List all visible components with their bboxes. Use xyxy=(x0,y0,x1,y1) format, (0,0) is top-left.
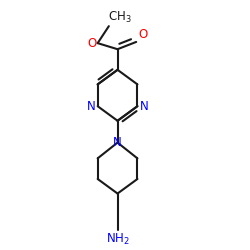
Text: NH$_2$: NH$_2$ xyxy=(106,232,130,247)
Text: N: N xyxy=(140,100,148,113)
Text: CH$_3$: CH$_3$ xyxy=(108,10,131,25)
Text: N: N xyxy=(87,100,96,113)
Text: O: O xyxy=(138,28,147,41)
Text: O: O xyxy=(87,37,97,50)
Text: N: N xyxy=(113,136,122,149)
